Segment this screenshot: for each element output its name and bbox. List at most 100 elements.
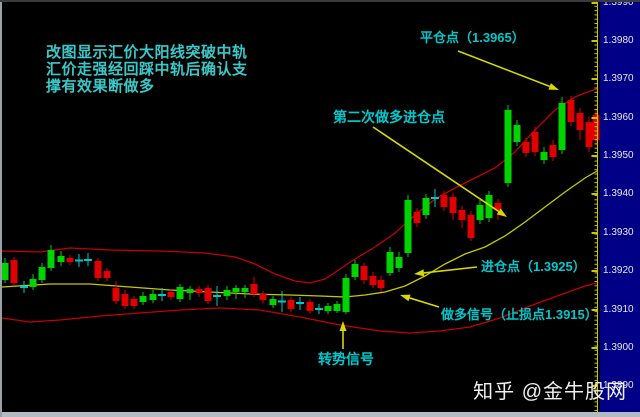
chart-note-line-1: 改图显示汇价大阳线突破中轨: [46, 44, 248, 61]
candle-body: [29, 279, 37, 287]
candle-body: [360, 266, 368, 280]
candle-body: [449, 197, 457, 213]
candle-body: [47, 250, 55, 268]
chart-note: 改图显示汇价大阳线突破中轨 汇价走强经回踩中轨后确认支 撑有效果断做多: [46, 44, 248, 95]
doji-cross-bar: [213, 295, 221, 297]
annotation-label-close-point: 平仓点（1.3965）: [420, 30, 525, 45]
bollinger-middle-band: [1, 170, 598, 298]
chart-note-line-3: 撑有效果断做多: [46, 78, 155, 95]
bollinger-lower-band: [1, 282, 598, 334]
candle-body: [167, 292, 175, 297]
price-axis-label: 1.3990: [603, 0, 634, 8]
candle-body: [513, 125, 521, 142]
doji-cross-bar: [296, 302, 304, 304]
candle-body: [130, 299, 138, 306]
candle-body: [377, 280, 385, 288]
candle-body: [504, 110, 512, 183]
doji-cross-bar: [75, 259, 83, 262]
price-axis-panel: 1.3990 1.3980 1.3970 1.3960 1.3950 1.3940 1.39…: [600, 0, 640, 412]
price-axis-label: 1.3940: [603, 188, 634, 199]
bottom-border-strip: [0, 412, 640, 417]
annotation-arrowhead-reversal-signal: [339, 321, 347, 331]
doji-cross-bar: [84, 259, 92, 261]
candle-body: [485, 195, 493, 218]
candle-body: [241, 288, 249, 292]
candle-body: [306, 302, 314, 311]
candle-body: [458, 210, 466, 220]
candle-body: [369, 276, 377, 285]
annotation-arrowhead-second-entry: [496, 208, 507, 217]
price-axis-label: 1.3960: [603, 112, 634, 123]
candle-body: [324, 306, 332, 311]
candle-body: [94, 261, 102, 278]
candle-body: [112, 288, 120, 301]
annotation-arrowhead-close-point: [548, 83, 559, 90]
candle-body: [259, 294, 267, 300]
candle-body: [269, 299, 277, 305]
annotation-label-reversal-signal: 转势信号: [318, 351, 374, 367]
candle-body: [567, 100, 575, 122]
candle-body: [494, 203, 502, 210]
doji-cross-bar: [20, 286, 28, 288]
price-axis-label: 1.3920: [603, 265, 634, 276]
candle-body: [186, 289, 194, 293]
candle-body: [440, 195, 448, 207]
candle-body: [223, 290, 231, 296]
annotation-arrowhead-long-signal: [400, 294, 411, 302]
candle-body: [531, 132, 539, 152]
doji-cross-bar: [431, 197, 439, 199]
price-axis-label: 1.3980: [603, 35, 634, 46]
annotation-arrow-line-second-entry: [372, 126, 500, 213]
annotation-arrowhead-entry-point: [414, 269, 425, 277]
candle-body: [1, 263, 9, 280]
annotation-arrow-line-long-signal: [409, 297, 440, 308]
candle-body: [176, 287, 184, 299]
doji-cross-bar: [158, 294, 166, 296]
candle-body: [139, 296, 147, 302]
price-axis-label: 1.3970: [603, 73, 634, 84]
candle-body: [38, 267, 46, 280]
doji-cross-bar: [278, 300, 286, 303]
price-axis-label: 1.3910: [603, 304, 634, 315]
candle-body: [540, 152, 548, 160]
candle-body: [476, 205, 484, 220]
price-axis-label: 1.3900: [603, 342, 634, 353]
candle-body: [66, 258, 74, 262]
candle-body: [287, 300, 295, 309]
candle-body: [195, 289, 203, 293]
annotation-arrow-line-close-point: [457, 50, 550, 88]
candle-body: [333, 304, 341, 311]
candle-body: [467, 215, 475, 238]
annotation-arrow-line-entry-point: [423, 266, 478, 274]
candle-body: [576, 113, 584, 130]
annotation-label-long-signal: 做多信号（止损点1.3915）: [441, 307, 598, 322]
candle-body: [250, 284, 258, 294]
candle-body: [549, 145, 557, 157]
price-axis-label: 1.3950: [603, 150, 634, 161]
chart-note-line-2: 汇价走强经回踩中轨后确认支: [46, 61, 248, 78]
left-border: [0, 0, 2, 417]
candle-body: [395, 257, 403, 268]
candle-body: [57, 256, 65, 262]
candle-body: [204, 288, 212, 301]
candle-body: [232, 288, 240, 292]
annotation-label-entry-point: 进仓点（1.3925）: [481, 259, 586, 274]
candle-body: [121, 294, 129, 306]
top-border: [0, 0, 640, 2]
price-axis-label: 1.3890: [603, 380, 634, 391]
candle-body: [522, 142, 530, 153]
candle-body: [103, 271, 111, 278]
candle-body: [342, 278, 350, 312]
bollinger-upper-band: [1, 88, 598, 284]
candle-body: [351, 264, 359, 277]
doji-cross-bar: [315, 308, 323, 310]
candle-body: [585, 122, 593, 147]
annotation-label-second-entry: 第二次做多进仓点: [333, 109, 445, 125]
candle-body: [149, 294, 157, 300]
candle-body: [558, 103, 566, 150]
candle-body: [592, 115, 600, 140]
zhihu-watermark: 知乎 @金牛股网: [473, 381, 627, 403]
candle-body: [10, 260, 18, 283]
